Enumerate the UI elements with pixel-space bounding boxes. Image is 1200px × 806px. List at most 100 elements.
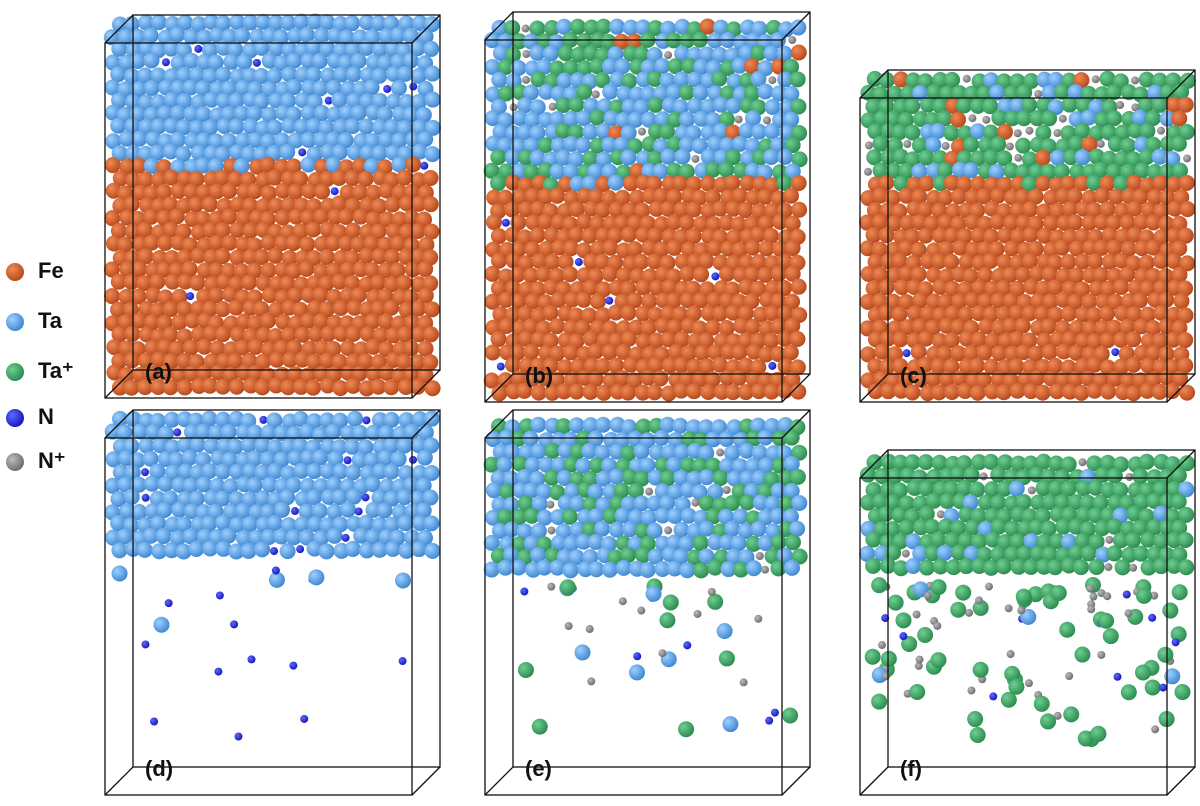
atom	[503, 201, 520, 218]
atom	[924, 591, 933, 600]
atom	[306, 540, 323, 557]
atom	[523, 482, 540, 499]
atom	[662, 594, 679, 611]
atom	[1041, 494, 1058, 511]
atom	[1087, 605, 1096, 614]
atom	[1145, 136, 1162, 153]
atom	[544, 384, 561, 401]
atom	[716, 622, 733, 639]
atom	[227, 352, 244, 369]
atom	[712, 469, 729, 486]
atom	[210, 364, 227, 381]
atom	[138, 118, 155, 135]
atom	[758, 320, 775, 337]
atom	[484, 344, 501, 361]
atom	[1074, 253, 1091, 270]
atom	[761, 565, 770, 574]
atom	[893, 279, 910, 296]
box-back	[132, 14, 441, 371]
atom	[346, 144, 363, 161]
atom	[1105, 214, 1122, 231]
atom	[345, 66, 362, 83]
atom	[398, 657, 407, 666]
atom	[757, 535, 774, 552]
atom	[887, 594, 904, 611]
atom	[260, 185, 277, 202]
atom	[410, 248, 427, 265]
atom	[524, 293, 541, 310]
atom	[982, 252, 999, 269]
atom	[405, 156, 422, 173]
atom	[943, 480, 960, 497]
atom	[1106, 319, 1123, 336]
atom	[537, 162, 554, 179]
atom	[156, 209, 173, 226]
atom	[255, 353, 272, 370]
atom	[183, 105, 200, 122]
atom	[1099, 70, 1116, 87]
atom	[576, 32, 593, 49]
atom	[1004, 110, 1021, 127]
atom	[716, 448, 725, 457]
box-front	[484, 39, 783, 403]
atom	[720, 240, 737, 257]
atom	[648, 332, 665, 349]
atom	[1053, 129, 1062, 138]
atom	[983, 149, 1000, 166]
atom	[601, 190, 618, 207]
atom	[983, 559, 1000, 576]
atom	[194, 157, 211, 174]
atom	[1165, 306, 1182, 323]
atom	[698, 358, 715, 375]
atom	[778, 99, 795, 116]
atom	[1016, 84, 1033, 101]
atom	[1133, 318, 1150, 335]
atom	[719, 265, 736, 282]
atom	[555, 122, 572, 139]
atom	[698, 419, 715, 436]
atom	[346, 299, 363, 316]
atom	[984, 280, 1001, 297]
atom	[266, 514, 283, 531]
atom	[141, 640, 150, 649]
atom	[423, 464, 440, 481]
atom	[402, 52, 419, 69]
atom	[1126, 226, 1143, 243]
atom	[665, 292, 682, 309]
atom	[383, 411, 400, 428]
atom	[666, 214, 683, 231]
atom	[1131, 76, 1140, 85]
atom	[1114, 559, 1131, 576]
atom	[1152, 174, 1169, 191]
atom	[790, 383, 807, 400]
atom	[1029, 110, 1046, 127]
atom	[1162, 602, 1179, 619]
atom	[339, 261, 356, 278]
atom	[982, 115, 991, 124]
atom	[1055, 267, 1072, 284]
atom	[620, 445, 637, 462]
atom	[1002, 292, 1019, 309]
atom	[718, 650, 735, 667]
atom	[666, 162, 683, 179]
atom	[1119, 318, 1136, 335]
atom	[551, 534, 568, 551]
atom	[590, 240, 607, 257]
atom	[397, 515, 414, 532]
atom	[713, 96, 730, 113]
atom	[996, 480, 1013, 497]
atom	[363, 235, 380, 252]
atom	[859, 293, 876, 310]
atom	[587, 533, 604, 550]
atom	[738, 357, 755, 374]
atom	[917, 227, 934, 244]
atom	[1027, 486, 1036, 495]
atom	[595, 416, 612, 433]
atom	[938, 317, 955, 334]
atom	[601, 561, 618, 578]
atom	[693, 609, 702, 618]
atom	[640, 509, 657, 526]
atom	[667, 432, 684, 449]
atom	[633, 443, 650, 460]
atom	[629, 58, 646, 75]
